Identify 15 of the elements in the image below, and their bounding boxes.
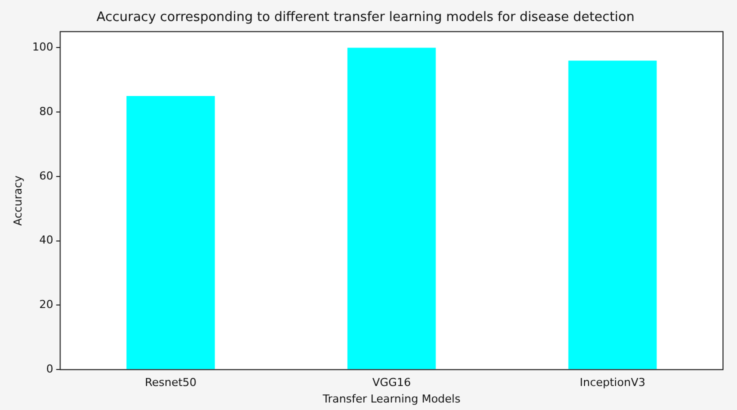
x-tick-label: Resnet50 xyxy=(144,376,197,390)
y-tick-label: 0 xyxy=(46,362,54,376)
bar xyxy=(568,60,657,370)
x-axis-title: Transfer Learning Models xyxy=(322,392,461,406)
y-tick-label: 40 xyxy=(39,234,54,247)
x-tick-label: VGG16 xyxy=(372,376,411,390)
y-tick-label: 100 xyxy=(32,40,54,54)
bar xyxy=(126,96,215,370)
y-tick-label: 20 xyxy=(39,298,54,312)
y-tick-label: 80 xyxy=(39,104,54,118)
y-axis-title: Accuracy xyxy=(11,175,24,226)
x-tick-label: InceptionV3 xyxy=(580,376,646,390)
chart-title: Accuracy corresponding to different transfer learning models for disease detection xyxy=(96,10,634,26)
y-tick-label: 60 xyxy=(39,169,54,182)
bar xyxy=(347,48,436,370)
